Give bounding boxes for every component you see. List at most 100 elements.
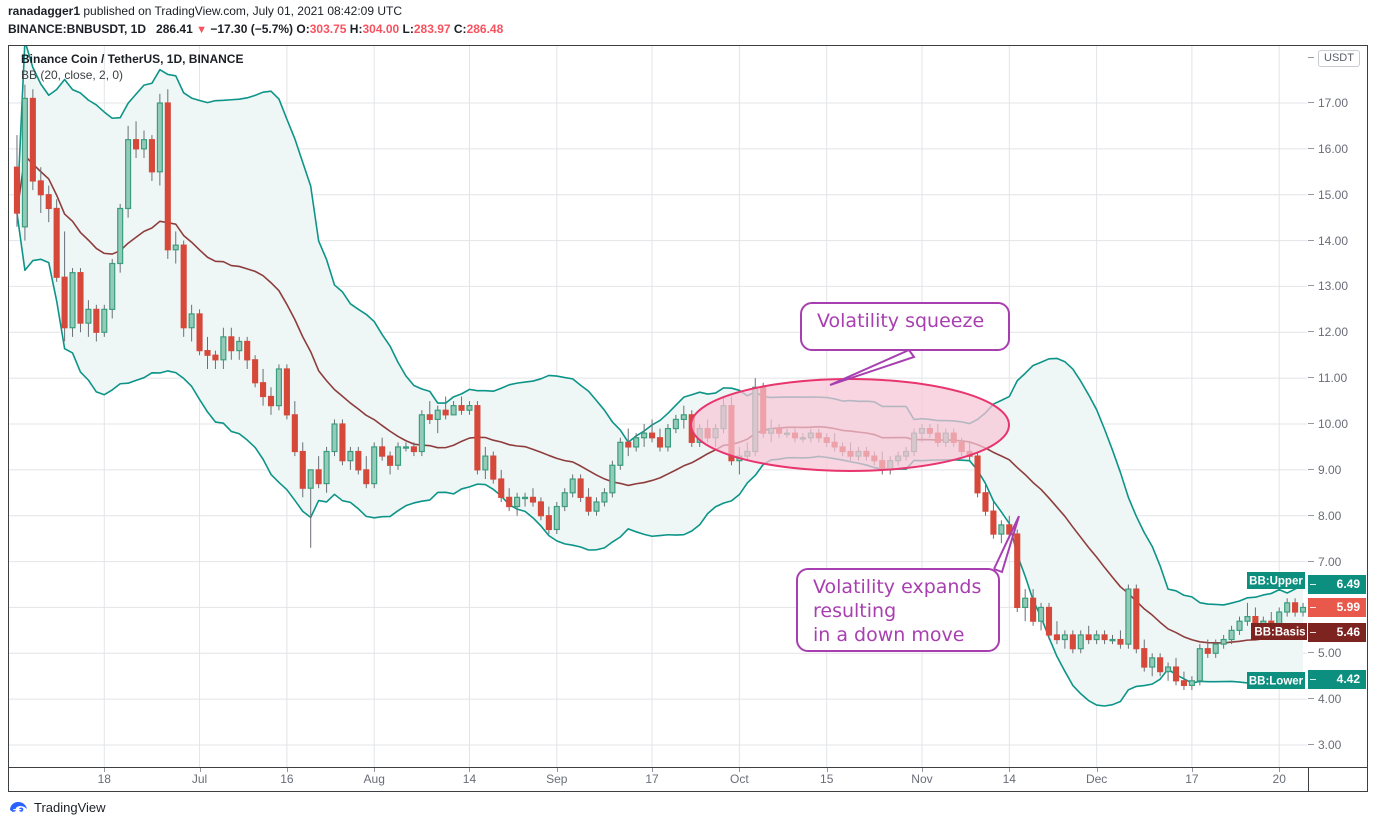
low-value: 283.97: [413, 22, 451, 36]
tick-dash: [1308, 239, 1314, 241]
time-tick: [1096, 768, 1098, 772]
price-tag-bb-upper[interactable]: 6.49: [1308, 575, 1366, 595]
tag-dash: [1310, 631, 1316, 633]
tick-dash: [1308, 285, 1314, 287]
svg-text:Volatility squeeze: Volatility squeeze: [817, 310, 984, 332]
svg-text:Volatility expands: Volatility expands: [813, 576, 981, 598]
tick-label: 5.00: [1318, 646, 1342, 661]
time-label-18: 18: [97, 772, 111, 786]
tick-label: 7.00: [1318, 554, 1342, 569]
tag-dash: [1310, 607, 1316, 609]
tick-dash: [1308, 102, 1314, 103]
tick-label: 9.00: [1318, 462, 1342, 477]
svg-text:BB:Basis: BB:Basis: [1254, 627, 1305, 639]
tick-dash: [1308, 468, 1314, 470]
tick-label: 17.00: [1318, 96, 1349, 110]
low-label: L:: [402, 22, 414, 36]
price-change: −17.30 (−5.7%): [210, 22, 294, 36]
annotations: Volatility squeeze Volatility expandsresu…: [796, 302, 1020, 652]
plot-tag-bb-upper: BB:Upper: [1247, 572, 1305, 589]
tick-dash: [1308, 652, 1314, 654]
time-label-oct: Oct: [730, 772, 749, 786]
tick-label: 4.00: [1318, 692, 1342, 707]
chart-header: ranadagger1 published on TradingView.com…: [8, 4, 1368, 38]
tag-dash: [1310, 679, 1316, 681]
svg-text:in a down move: in a down move: [813, 624, 964, 646]
close-value: 286.48: [466, 22, 504, 36]
tick-label: 3.00: [1318, 738, 1342, 752]
time-tick: [826, 768, 828, 772]
time-label-aug: Aug: [363, 772, 385, 786]
time-axis[interactable]: 18 Jul 16 Aug 14 Sep 17 Oct 15 Nov 14 Dec 17 20: [8, 768, 1368, 792]
price-unit-badge: USDT: [1318, 50, 1360, 68]
time-tick: [1191, 768, 1193, 772]
price-tick-18: [1308, 57, 1314, 59]
tick-label: 8.00: [1318, 508, 1342, 523]
tick-label: 16.00: [1318, 141, 1349, 156]
svg-text:resulting: resulting: [813, 600, 896, 622]
tick-label: 13.00: [1318, 279, 1349, 294]
time-label-20: 20: [1272, 772, 1286, 786]
time-label-17: 17: [645, 772, 659, 786]
tick-dash: [1308, 514, 1314, 516]
time-label-jul: Jul: [191, 772, 208, 786]
svg-text:BB:Lower: BB:Lower: [1249, 676, 1304, 688]
price-tag-bb-basis[interactable]: 5.46: [1308, 622, 1366, 642]
last-price: 286.41: [156, 22, 193, 36]
symbol-interval: BINANCE:BNBUSDT, 1D: [8, 22, 147, 36]
tick-label: 10.00: [1318, 417, 1349, 431]
publish-text: published on TradingView.com, July 01, 2…: [83, 4, 403, 18]
price-tag-last-price[interactable]: 5.99: [1308, 598, 1366, 618]
tick-label: 15.00: [1318, 187, 1349, 202]
time-label-nov: Nov: [911, 772, 933, 786]
tag-value: 4.42: [1336, 672, 1360, 687]
time-tick: [1009, 768, 1011, 772]
tick-dash: [1308, 560, 1314, 562]
tick-label: 12.00: [1318, 325, 1349, 340]
plot-tag-bb-basis: BB:Basis: [1251, 623, 1307, 640]
time-tick: [1279, 768, 1281, 772]
time-label-15: 15: [820, 772, 834, 786]
tick-dash: [1308, 147, 1314, 149]
chart-svg: Volatility squeeze Volatility expandsresu…: [9, 46, 1307, 767]
time-label-sep: Sep: [546, 772, 568, 786]
tag-dash: [1310, 584, 1316, 586]
chart-plot-area[interactable]: Volatility squeeze Volatility expands resu…: [9, 46, 1307, 767]
time-tick: [652, 768, 654, 772]
time-label-dec: Dec: [1085, 772, 1108, 786]
time-tick: [556, 768, 558, 772]
down-triangle-icon: ▼: [196, 24, 207, 36]
high-value: 304.00: [362, 22, 400, 36]
time-tick: [199, 768, 201, 772]
axis-separator: [1308, 768, 1309, 792]
chart-pane[interactable]: Volatility squeeze Volatility expands resu…: [8, 45, 1308, 768]
price-axis[interactable]: USDT 17.00 16.00 15.00 14.00 13.00 12.00 11.00 1…: [1308, 45, 1368, 768]
time-tick: [921, 768, 923, 772]
time-label-17: 17: [1185, 772, 1199, 786]
tick-label: 14.00: [1318, 233, 1349, 248]
tradingview-logo-icon: [10, 802, 27, 812]
plot-tag-bb-lower: BB:Lower: [1247, 672, 1305, 689]
price-tag-bb-lower[interactable]: 4.42: [1308, 670, 1366, 690]
time-tick: [104, 768, 106, 772]
time-tick: [286, 768, 288, 772]
time-label-14: 14: [1002, 772, 1016, 786]
time-label-14: 14: [462, 772, 477, 786]
time-tick: [374, 768, 376, 772]
bollinger-bands: [16, 46, 1304, 707]
svg-text:BB:Upper: BB:Upper: [1249, 576, 1303, 588]
close-label: C:: [453, 22, 467, 36]
tradingview-brand: TradingView: [34, 799, 106, 815]
author-name: ranadagger1: [8, 4, 81, 18]
open-label: O:: [296, 22, 310, 36]
tick-dash: [1308, 193, 1314, 195]
time-label-16: 16: [280, 772, 294, 786]
publish-line: ranadagger1 published on TradingView.com…: [8, 4, 1368, 19]
footer: TradingView: [8, 796, 106, 818]
tick-dash: [1308, 744, 1314, 745]
time-tick: [469, 768, 471, 772]
volatility-squeeze-ellipse: [690, 378, 1010, 472]
tick-dash: [1308, 423, 1314, 424]
tick-label: 11.00: [1318, 371, 1348, 386]
open-value: 303.75: [309, 22, 347, 36]
